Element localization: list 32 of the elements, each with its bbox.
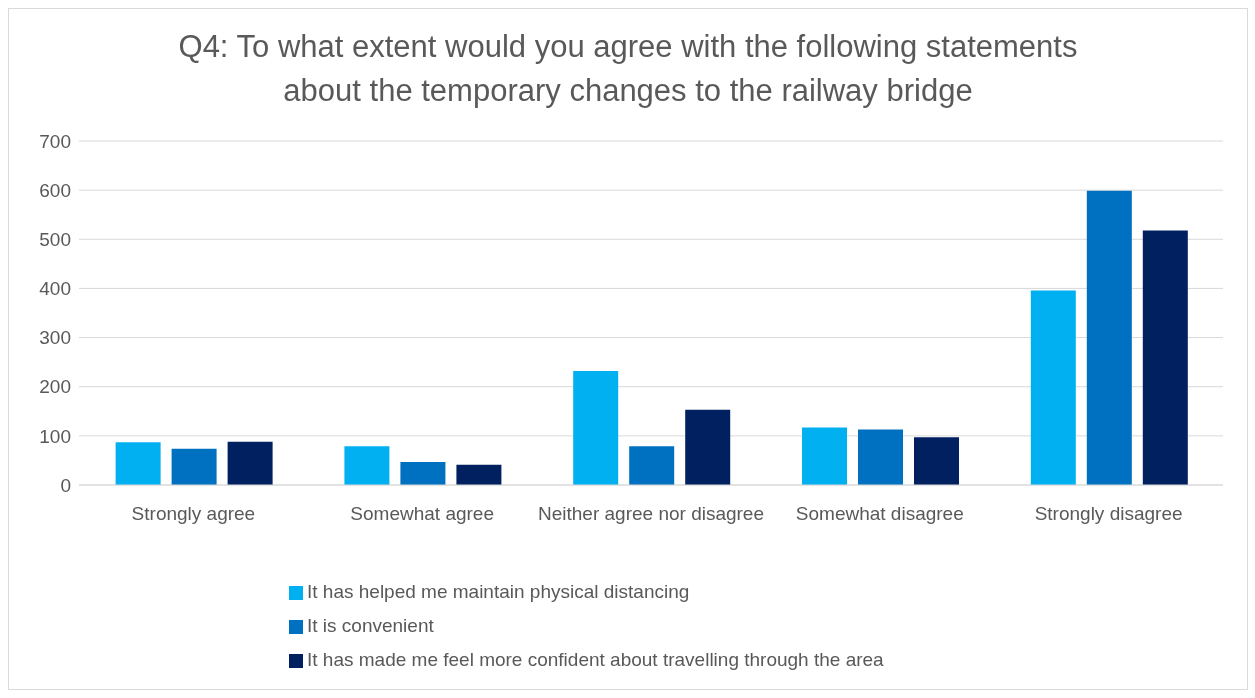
y-tick-label: 100 [39,425,71,447]
y-tick-label: 0 [60,474,71,496]
bar [115,442,161,485]
y-tick-label: 300 [39,327,71,349]
y-tick-label: 200 [39,376,71,398]
bar [1142,230,1188,485]
y-tick-label: 500 [39,229,71,251]
y-tick-label: 600 [39,179,71,201]
x-tick-label: Strongly disagree [1034,503,1183,525]
x-tick-label: Somewhat agree [350,503,495,525]
y-tick-label: 400 [39,278,71,300]
bar [802,427,848,485]
bar [573,370,619,485]
x-tick-label: Somewhat disagree [795,503,964,525]
x-tick-label: Strongly agree [131,503,256,525]
bar [456,464,502,485]
x-tick-label: Neither agree nor disagree [537,503,765,525]
bar [1086,190,1132,485]
bar [629,446,675,485]
chart-title: Q4: To what extent would you agree with the following statements about the temporary changes to the railway bridge [177,28,1079,110]
legend-label: It has helped me maintain physical distancing [307,581,690,602]
bar [914,437,960,485]
bar [400,461,446,485]
bar [685,409,731,485]
bar [344,446,390,485]
bar [1030,290,1076,485]
bar [227,441,273,485]
bar [858,429,904,485]
bar [171,448,217,485]
y-tick-label: 700 [39,130,71,152]
legend-label: It is convenient [307,615,434,636]
legend-label: It has made me feel more confident about travelling through the area [307,649,884,670]
